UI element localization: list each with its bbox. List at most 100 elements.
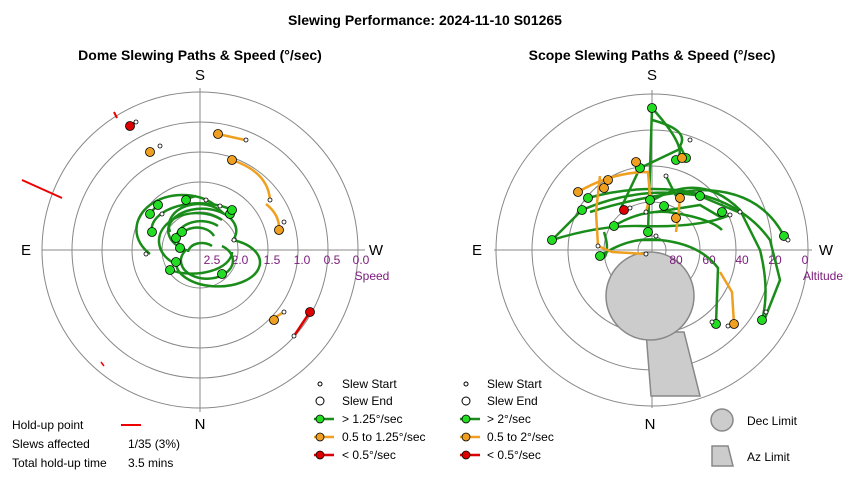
legend-fast: > 1.25°/sec — [342, 412, 403, 426]
scope-compass-n: N — [645, 416, 656, 433]
scope-slew-marker — [643, 227, 653, 237]
dome-plot: S N E W 2.5 2.0 1.5 1.0 0.5 0.0 Speed — [21, 67, 389, 433]
holdup-time-label: Total hold-up time — [12, 456, 107, 470]
dome-slew-end — [231, 237, 237, 243]
legend-az-limit-icon — [711, 445, 734, 467]
scope-axis-name: Altitude — [803, 269, 843, 283]
scope-slew-marker — [609, 221, 619, 231]
dome-path — [167, 202, 225, 233]
dome-slew-end — [281, 309, 287, 315]
scope-path — [551, 191, 739, 241]
dome-slew-marker — [175, 243, 185, 253]
scope-slew-end — [727, 212, 733, 218]
scope-slew-marker — [717, 207, 727, 217]
scope-slew-end — [763, 309, 769, 315]
chart-title: Slewing Performance: 2024-11-10 S01265 — [288, 12, 562, 28]
legend-slow: < 0.5°/sec — [342, 448, 396, 462]
holdup-time-value: 3.5 mins — [128, 456, 173, 470]
legend-slew-start-marker — [463, 381, 469, 387]
legend-slew-start: Slew Start — [487, 377, 542, 391]
scope-slew-end — [643, 209, 649, 215]
legend-slew-start-marker — [317, 381, 323, 387]
dome-compass-s: S — [195, 67, 205, 84]
scope-slew-marker — [577, 205, 587, 215]
scope-path — [577, 170, 652, 213]
dome-slew-marker — [227, 205, 237, 215]
scope-slew-end — [627, 205, 633, 211]
dome-subtitle: Dome Slewing Paths & Speed (°/sec) — [78, 47, 322, 63]
legend-slew-end: Slew End — [342, 394, 393, 408]
scope-slew-end — [663, 173, 669, 179]
dome-compass-w: W — [369, 242, 384, 259]
scope-slew-marker — [631, 157, 641, 167]
scope-slew-marker — [573, 187, 583, 197]
dome-slew-marker — [145, 147, 155, 157]
legend-slow-marker — [461, 450, 471, 460]
dome-slew-marker — [171, 233, 181, 243]
scope-slew-marker — [729, 319, 739, 329]
scope-path — [655, 203, 723, 220]
legend-dec-limit: Dec Limit — [747, 414, 798, 428]
scope-end-markers — [595, 137, 791, 329]
dome-path — [135, 193, 216, 256]
holdup-summary: Hold-up point Slews affected 1/35 (3%) T… — [12, 418, 180, 470]
scope-slew-end — [643, 251, 649, 257]
dome-tick-label: 2.5 — [204, 253, 221, 267]
legend-dec-limit-icon — [710, 408, 734, 432]
dome-slew-marker — [274, 225, 284, 235]
scope-az-limit — [645, 331, 701, 397]
scope-slew-marker — [659, 201, 669, 211]
scope-subtitle: Scope Slewing Paths & Speed (°/sec) — [529, 47, 776, 63]
scope-slew-marker — [675, 193, 685, 203]
scope-slew-end — [737, 209, 743, 215]
scope-slew-end — [785, 237, 791, 243]
scope-path — [613, 210, 723, 231]
dome-tick-label: 1.5 — [264, 253, 281, 267]
slews-affected-label: Slews affected — [12, 437, 90, 451]
dome-tick-label: 0.0 — [353, 253, 370, 267]
scope-path — [651, 118, 688, 159]
dome-legend: Slew Start Slew End > 1.25°/sec 0.5 to 1… — [314, 377, 426, 462]
scope-slew-marker — [757, 315, 767, 325]
scope-tick-label: 80 — [669, 253, 683, 267]
legend-slew-end-marker — [315, 396, 325, 406]
scope-slew-end — [595, 243, 601, 249]
dome-slew-end — [267, 197, 273, 203]
scope-path — [599, 238, 720, 325]
slews-affected-value: 1/35 (3%) — [128, 437, 180, 451]
dome-slew-end — [143, 251, 149, 257]
legend-medium-marker — [315, 432, 325, 442]
holdup-mark — [21, 179, 63, 199]
scope-slew-marker — [645, 195, 655, 205]
scope-slew-end — [709, 319, 715, 325]
scope-path — [589, 188, 786, 237]
scope-slew-marker — [603, 175, 613, 185]
scope-slew-marker — [677, 153, 687, 163]
dome-slew-marker — [171, 257, 181, 267]
legend-medium-marker — [461, 432, 471, 442]
legend-slew-end-marker — [461, 396, 471, 406]
scope-compass-e: E — [472, 242, 482, 259]
dome-slew-end — [217, 203, 223, 209]
legend-slow-marker — [315, 450, 325, 460]
dome-slew-end — [243, 137, 249, 143]
dome-compass-e: E — [21, 242, 31, 259]
dome-slew-marker — [125, 121, 135, 131]
dome-slew-marker — [145, 209, 155, 219]
scope-path — [718, 271, 736, 325]
scope-compass-w: W — [819, 242, 834, 259]
dome-slew-end — [291, 333, 297, 339]
dome-slew-marker — [181, 195, 191, 205]
scope-slew-end — [725, 323, 731, 329]
scope-dec-limit — [605, 251, 695, 341]
holdup-mark — [100, 361, 105, 367]
scope-slew-end — [687, 137, 693, 143]
scope-slew-marker — [547, 235, 557, 245]
legend-slew-start: Slew Start — [342, 377, 397, 391]
dome-slew-marker — [217, 269, 227, 279]
scope-slew-marker — [583, 193, 593, 203]
legend-fast: > 2°/sec — [487, 412, 531, 426]
scope-slew-marker — [619, 205, 629, 215]
dome-path — [186, 241, 213, 253]
scope-slew-marker — [779, 231, 789, 241]
